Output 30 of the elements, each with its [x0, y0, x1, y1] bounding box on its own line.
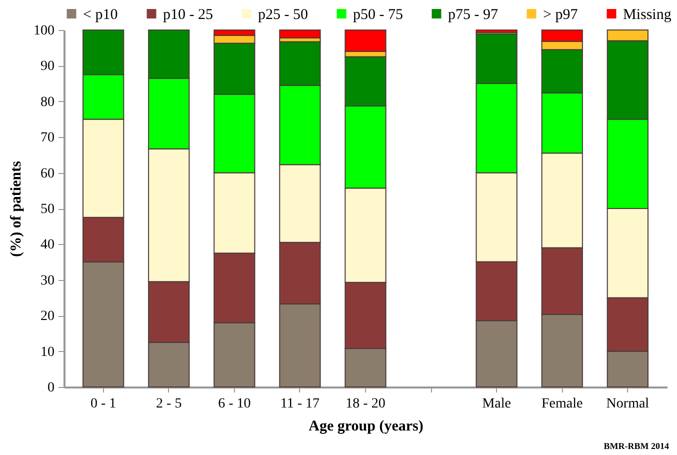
y-tick-label: 90 [40, 59, 54, 74]
y-tick-label: 80 [40, 94, 54, 110]
y-axis-title: (%) of patients [8, 160, 24, 257]
y-tick-label: 100 [34, 24, 54, 38]
x-axis-title: Age group (years) [308, 418, 424, 434]
legend-label: p10 - 25 [163, 6, 213, 23]
x-tick-label: Male [482, 396, 511, 412]
x-tick-label: 18 - 20 [346, 396, 386, 412]
legend-label: Missing [623, 6, 672, 23]
y-tick-label: 20 [40, 309, 54, 324]
x-tick-label: 6 - 10 [218, 396, 251, 412]
y-tick-label: 0 [48, 380, 54, 396]
legend-label: > p97 [543, 6, 578, 23]
y-tick-label: 70 [40, 130, 54, 146]
y-tick-label: 10 [40, 344, 54, 360]
text: BMR-RBM 2014 [604, 441, 669, 451]
y-tick-label: 40 [40, 238, 54, 253]
legend-label: p75 - 97 [448, 6, 498, 23]
y-tick-label: 30 [40, 273, 54, 288]
legend-label: p25 - 50 [258, 6, 308, 23]
y-tick-label: 50 [40, 202, 54, 217]
legend-label: p50 - 75 [353, 6, 403, 23]
legend-label: < p10 [83, 6, 118, 23]
y-tick-label: 60 [40, 166, 54, 182]
x-tick-label: 2 - 5 [156, 396, 182, 412]
bar [279, 30, 321, 38]
x-tick-label: Normal [606, 396, 650, 412]
x-tick-label: 11 - 17 [280, 396, 320, 412]
x-tick-label: Female [542, 396, 583, 412]
x-tick-label: 0 - 1 [90, 396, 116, 412]
